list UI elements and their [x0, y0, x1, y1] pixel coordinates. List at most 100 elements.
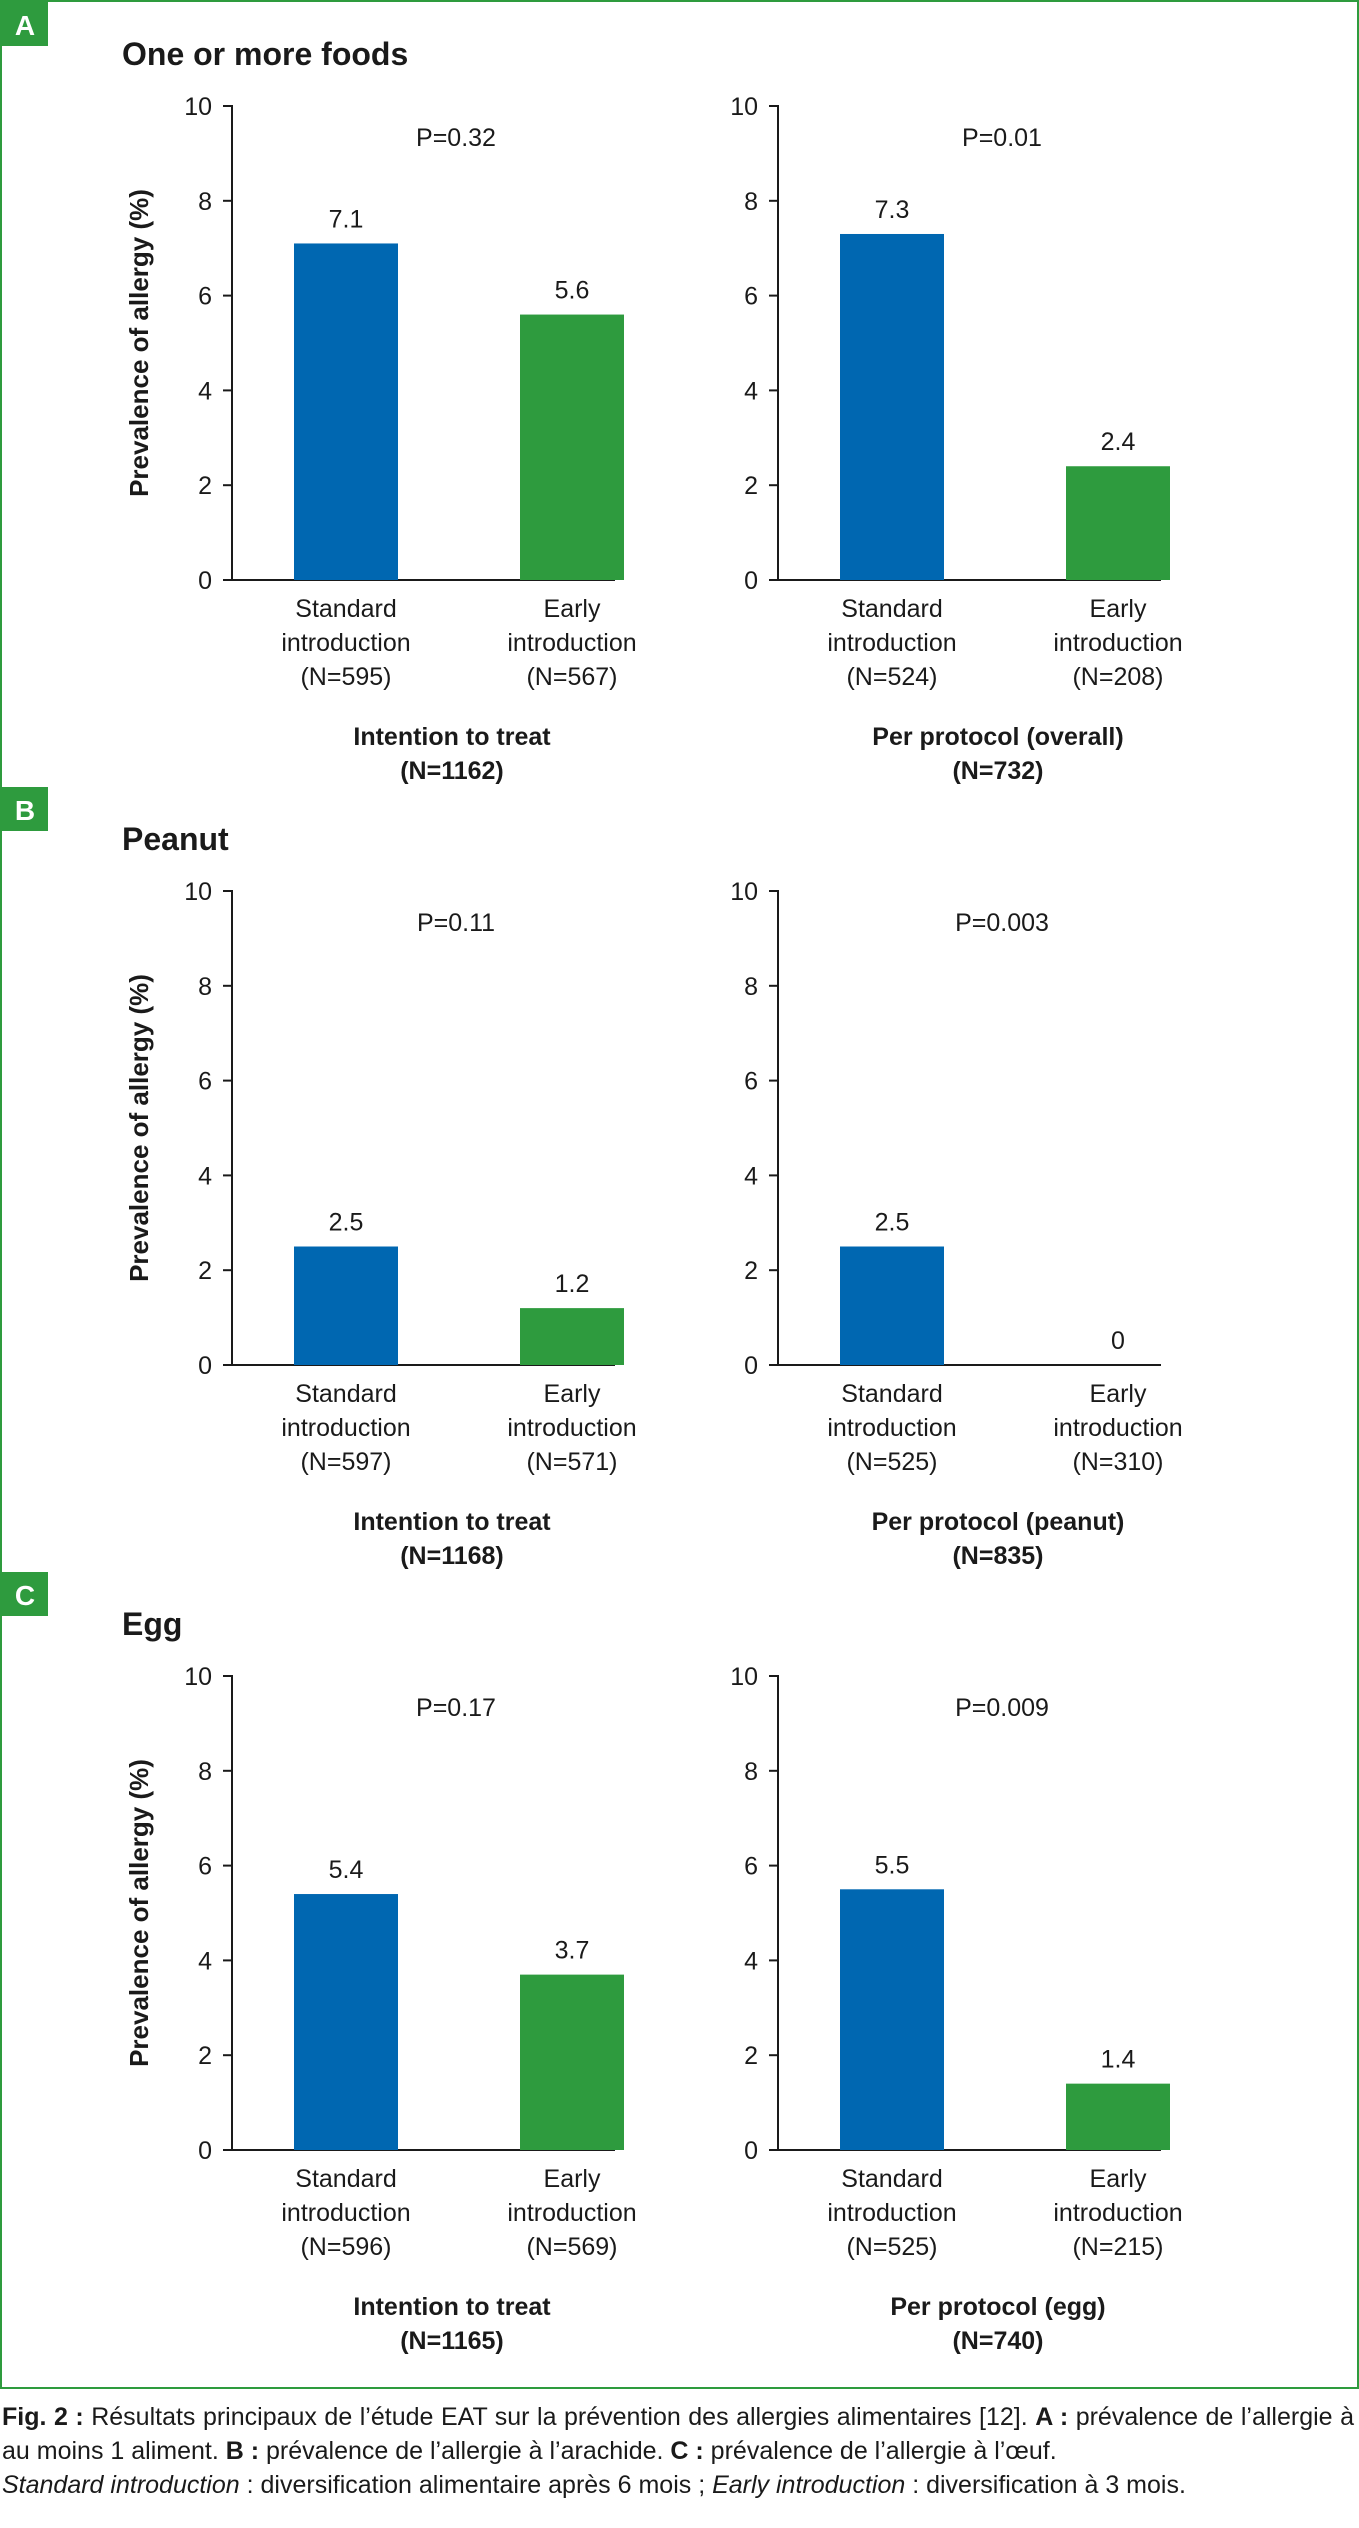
y-tick-label-A-1-4: 4: [198, 377, 212, 405]
group-label-A-2-1: Per protocol (overall): [872, 723, 1123, 751]
y-tick-label-C-1-2: 2: [198, 2042, 212, 2070]
group-label-B-2-1: Per protocol (peanut): [872, 1508, 1125, 1536]
figure-frame: [0, 0, 1359, 2389]
bar-A-1-standard: [294, 243, 398, 580]
x-tick-label-B-1-1-2: introduction: [281, 1414, 410, 1442]
x-tick-label-C-1-1-1: Standard: [295, 2165, 396, 2193]
y-tick-label-C-1-6: 6: [198, 1853, 212, 1881]
data-label-C-1-1: 5.4: [329, 1856, 364, 1884]
y-axis-title-C: Prevalence of allergy (%): [124, 1759, 154, 2067]
x-tick-label-B-2-2-1: Early: [1090, 1380, 1147, 1408]
x-tick-label-C-1-2-3: (N=569): [526, 2233, 617, 2261]
x-tick-label-A-1-1-2: introduction: [281, 629, 410, 657]
y-tick-label-C-1-0: 0: [198, 2137, 212, 2165]
bar-C-2-early: [1066, 2083, 1170, 2150]
x-tick-label-B-1-2-3: (N=571): [526, 1448, 617, 1476]
panel-badge-A: [2, 2, 48, 46]
x-tick-label-A-1-1-1: Standard: [295, 595, 396, 623]
caption-c-text: prévalence de l’allergie à l’œuf.: [703, 2437, 1057, 2465]
x-tick-label-A-2-2-1: Early: [1090, 595, 1147, 623]
y-tick-label-A-1-0: 0: [198, 567, 212, 595]
y-tick-label-C-1-4: 4: [198, 1947, 212, 1975]
group-label-C-2-2: (N=740): [952, 2327, 1043, 2355]
panel-title-A: One or more foods: [122, 36, 408, 72]
p-value-B-2: P=0.003: [955, 909, 1049, 937]
y-tick-label-C-2-10: 10: [730, 1663, 758, 1691]
y-tick-label-B-2-0: 0: [744, 1352, 758, 1380]
p-value-C-1: P=0.17: [416, 1694, 496, 1722]
x-tick-label-A-2-2-2: introduction: [1053, 629, 1182, 657]
x-tick-label-C-1-1-2: introduction: [281, 2199, 410, 2227]
bar-C-1-standard: [294, 1894, 398, 2150]
caption-b-text: prévalence de l’allergie à l’arachide.: [259, 2437, 671, 2465]
group-label-C-1-2: (N=1165): [400, 2327, 504, 2355]
y-tick-label-B-1-4: 4: [198, 1162, 212, 1190]
group-label-B-1-2: (N=1168): [400, 1542, 504, 1570]
y-axis-title-A: Prevalence of allergy (%): [124, 189, 154, 497]
p-value-A-1: P=0.32: [416, 124, 496, 152]
y-axis-title-B: Prevalence of allergy (%): [124, 974, 154, 1282]
y-tick-label-B-1-6: 6: [198, 1068, 212, 1096]
caption-early-text: : diversification à 3 mois.: [905, 2471, 1186, 2499]
y-tick-label-A-2-0: 0: [744, 567, 758, 595]
panel-badge-C: [2, 1572, 48, 1616]
x-tick-label-B-1-1-1: Standard: [295, 1380, 396, 1408]
data-label-C-2-1: 5.5: [875, 1851, 910, 1879]
y-tick-label-B-2-2: 2: [744, 1257, 758, 1285]
y-tick-label-C-2-4: 4: [744, 1947, 758, 1975]
y-tick-label-A-2-4: 4: [744, 377, 758, 405]
panel-badge-B: [2, 787, 48, 831]
y-tick-label-A-1-6: 6: [198, 283, 212, 311]
x-tick-label-B-1-2-1: Early: [544, 1380, 601, 1408]
x-tick-label-B-2-1-3: (N=525): [846, 1448, 937, 1476]
x-tick-label-A-2-1-2: introduction: [827, 629, 956, 657]
bar-A-1-early: [520, 314, 624, 580]
panel-title-B: Peanut: [122, 821, 229, 857]
x-tick-label-B-2-1-2: introduction: [827, 1414, 956, 1442]
bar-A-2-standard: [840, 233, 944, 581]
x-tick-label-A-2-1-1: Standard: [841, 595, 942, 623]
y-tick-label-A-2-6: 6: [744, 283, 758, 311]
panel-title-C: Egg: [122, 1606, 182, 1642]
group-label-A-1-1: Intention to treat: [353, 723, 551, 751]
bar-C-2-standard: [840, 1889, 944, 2150]
group-label-C-1-1: Intention to treat: [353, 2293, 551, 2321]
panel-letter-C: C: [15, 1580, 35, 1611]
data-label-A-1-2: 5.6: [555, 277, 590, 305]
y-tick-label-B-1-8: 8: [198, 973, 212, 1001]
x-tick-label-A-1-2-1: Early: [544, 595, 601, 623]
y-tick-label-A-1-8: 8: [198, 188, 212, 216]
p-value-A-2: P=0.01: [962, 124, 1042, 152]
x-tick-label-C-1-2-2: introduction: [507, 2199, 636, 2227]
data-label-B-2-1: 2.5: [875, 1209, 910, 1237]
x-tick-label-A-2-1-3: (N=524): [846, 663, 937, 691]
panel-letter-B: B: [15, 795, 35, 826]
caption-c-label: C :: [670, 2437, 704, 2465]
caption-a-label: A :: [1035, 2403, 1069, 2431]
caption-standard-text: : diversification alimentaire après 6 mo…: [239, 2471, 713, 2499]
group-label-C-2-1: Per protocol (egg): [890, 2293, 1105, 2321]
data-label-C-1-2: 3.7: [555, 1937, 590, 1965]
caption-a-text: prévalence de l’allergie à au moins 1 al…: [2, 2403, 1354, 2465]
caption-text-1: Résultats principaux de l’étude EAT sur …: [83, 2403, 1036, 2431]
data-label-A-2-2: 2.4: [1101, 428, 1136, 456]
caption-standard-term: Standard introduction: [2, 2471, 240, 2499]
x-tick-label-C-2-1-1: Standard: [841, 2165, 942, 2193]
y-tick-label-C-1-10: 10: [184, 1663, 212, 1691]
bar-A-2-early: [1066, 466, 1170, 580]
y-tick-label-C-2-2: 2: [744, 2042, 758, 2070]
y-tick-label-C-1-8: 8: [198, 1758, 212, 1786]
x-tick-label-C-1-1-3: (N=596): [300, 2233, 391, 2261]
bar-B-1-standard: [294, 1246, 398, 1365]
bar-B-1-early: [520, 1308, 624, 1365]
y-tick-label-B-1-10: 10: [184, 878, 212, 906]
caption-fig-label: Fig. 2 :: [2, 2403, 84, 2431]
y-tick-label-B-2-10: 10: [730, 878, 758, 906]
y-tick-label-A-2-2: 2: [744, 472, 758, 500]
figure-svg: A One or more foods Prevalence of allergy …: [2, 2, 1183, 2355]
x-tick-label-C-2-1-2: introduction: [827, 2199, 956, 2227]
data-label-B-1-1: 2.5: [329, 1209, 364, 1237]
x-tick-label-C-1-2-1: Early: [544, 2165, 601, 2193]
p-value-B-1: P=0.11: [417, 909, 495, 937]
x-tick-label-A-1-2-2: introduction: [507, 629, 636, 657]
